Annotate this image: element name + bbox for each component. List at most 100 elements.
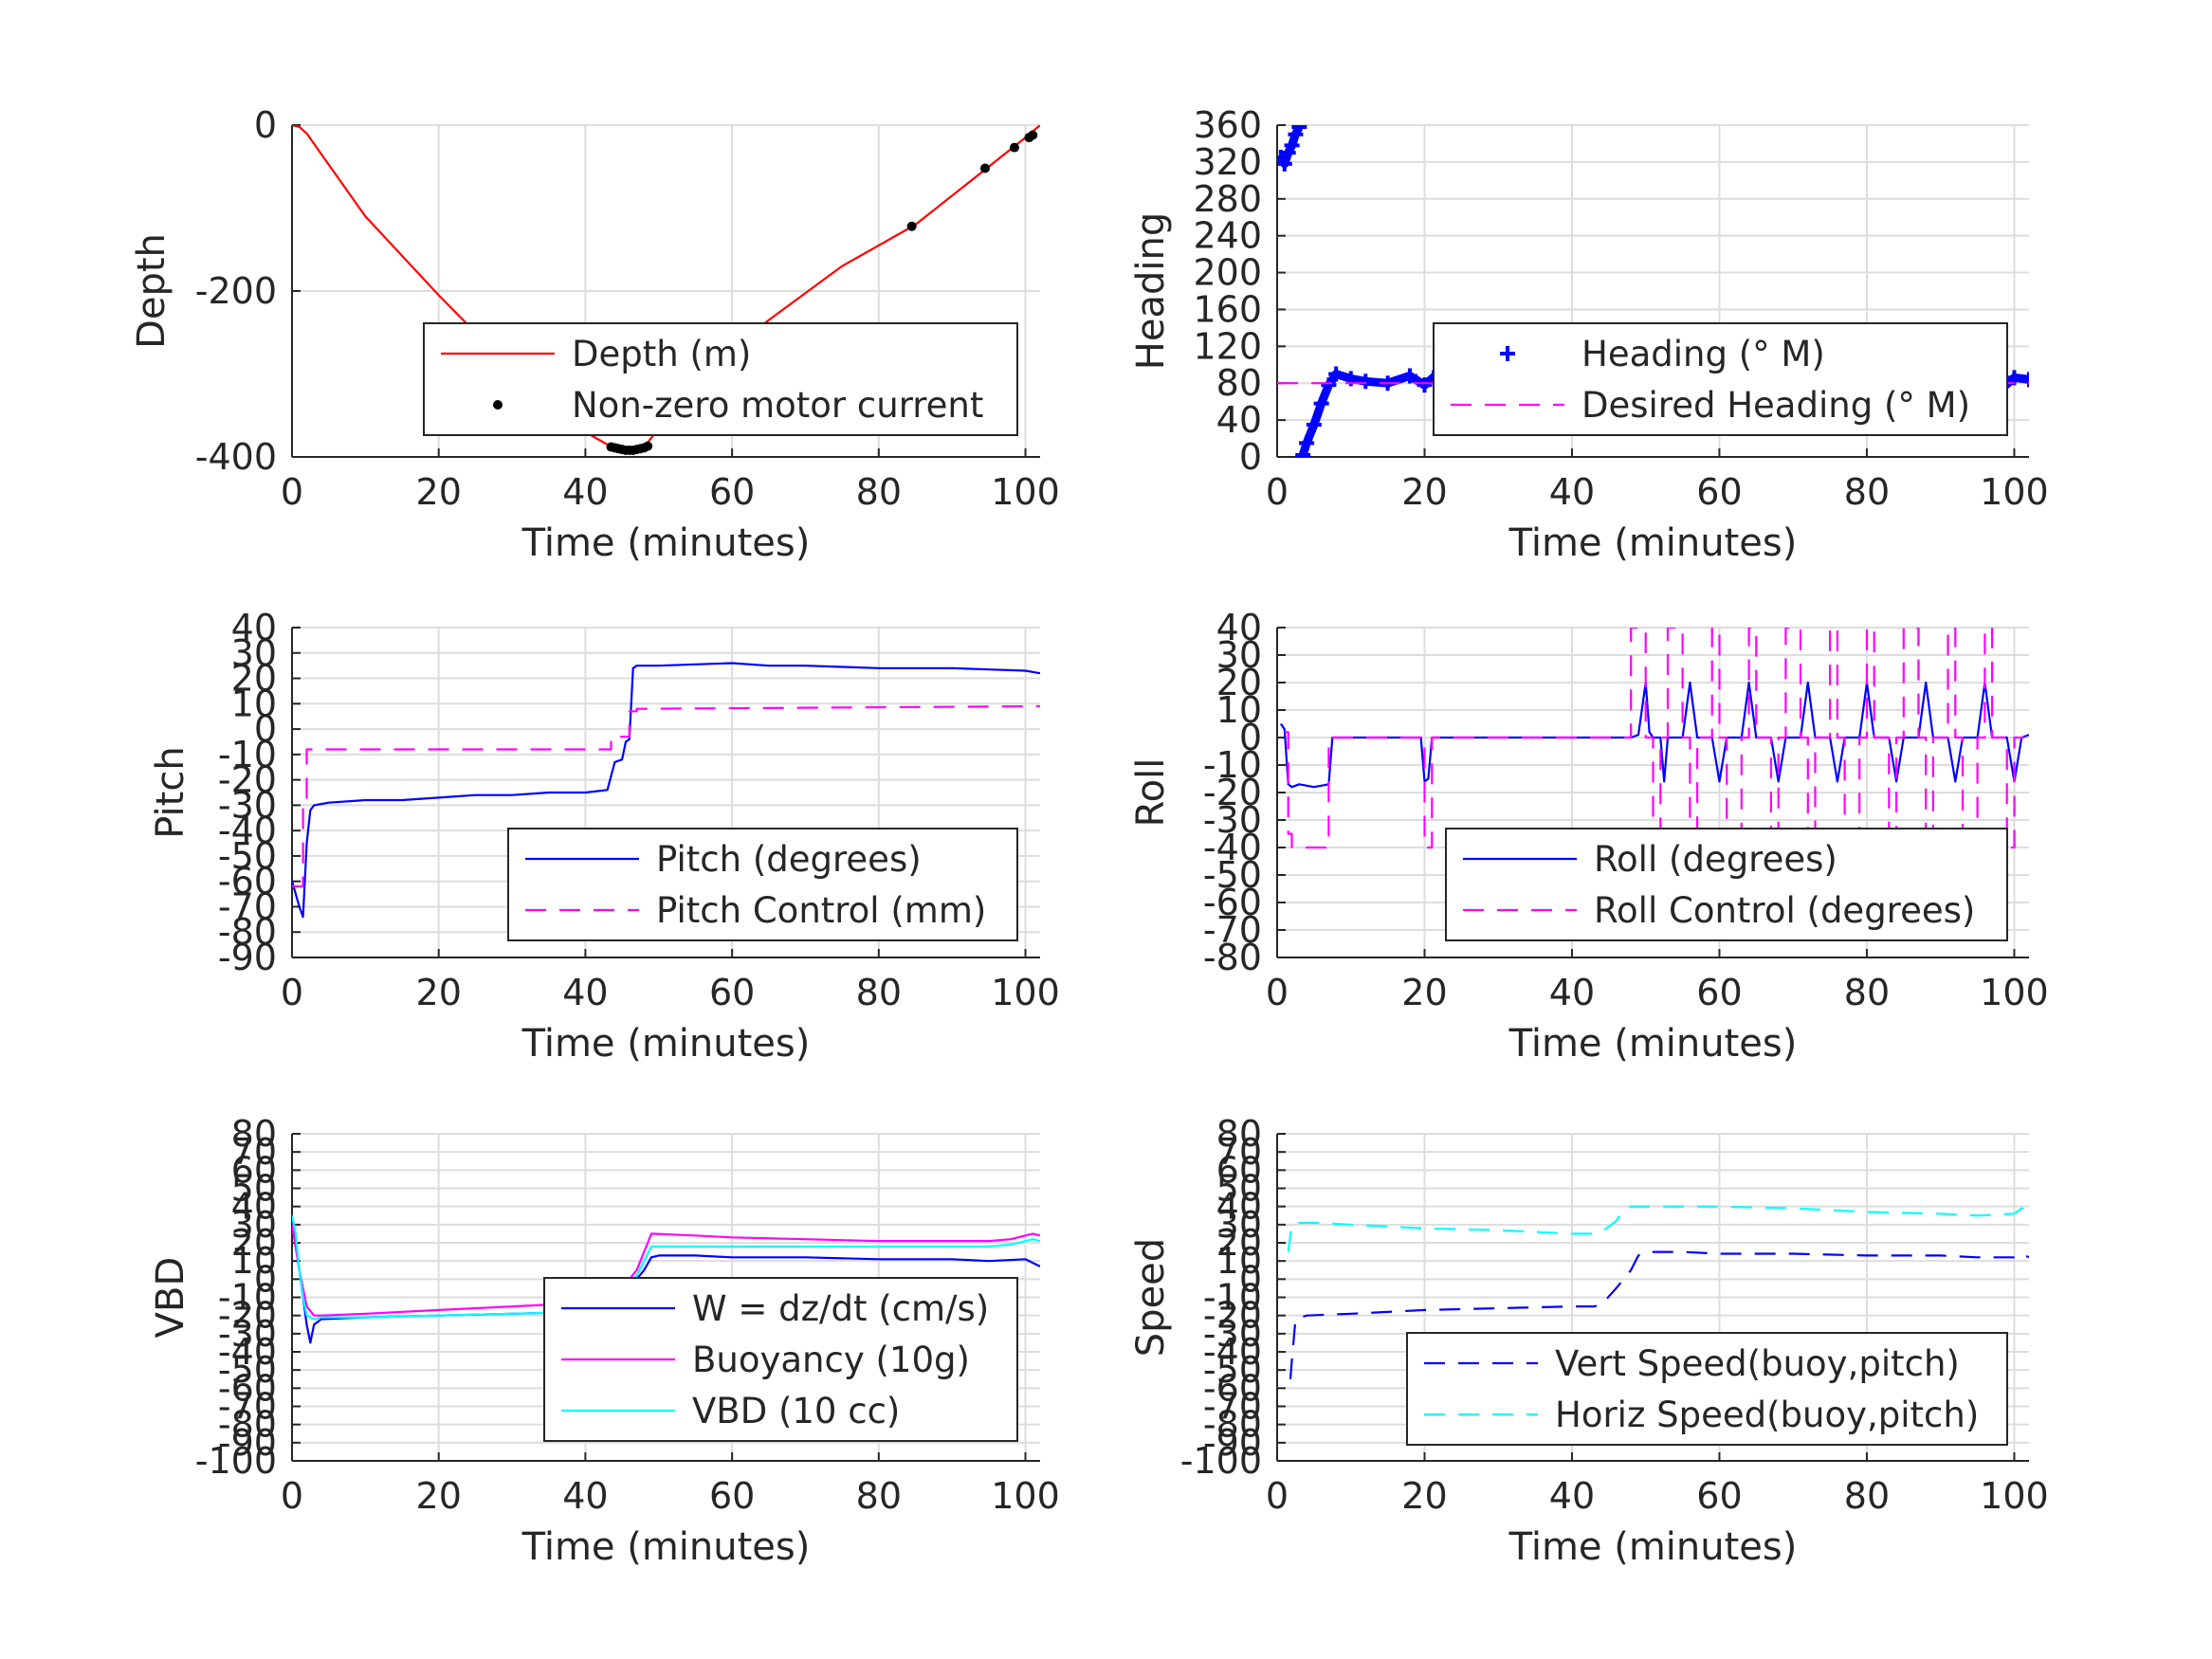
roll-ylabel: Roll: [1129, 758, 1173, 828]
speed-ytick-label: -100: [1180, 1440, 1262, 1482]
pitch-ytick-label: -70: [218, 885, 277, 927]
vbd-xtick-label: 40: [562, 1475, 608, 1517]
vbd-xtick-label: 60: [709, 1475, 755, 1517]
pitch-legend-label: Pitch Control (mm): [656, 890, 986, 931]
roll-ytick-label: -60: [1203, 882, 1262, 923]
heading-xtick-label: 20: [1401, 471, 1447, 513]
depth-data-point: [1009, 142, 1019, 153]
roll-xtick-label: 80: [1844, 972, 1890, 1013]
pitch-series-pitch-degrees: [292, 662, 1040, 919]
speed-ytick-label: -20: [1203, 1295, 1262, 1337]
speed-ytick-label: 10: [1216, 1240, 1262, 1282]
speed-plot-area: [1287, 1205, 2029, 1379]
pitch-legend-box: [507, 828, 1018, 941]
heading-data-point: [1306, 416, 1322, 432]
roll-ytick-label: 0: [1239, 717, 1262, 758]
depth-ylabel: Depth: [130, 233, 174, 349]
depth-xtick-label: 0: [281, 471, 303, 513]
depth-ytick-label: -400: [195, 436, 277, 478]
vbd-legend-label: Buoyancy (10g): [692, 1340, 970, 1380]
vbd-ytick-label: -90: [218, 1422, 277, 1464]
heading-xtick-label: 0: [1266, 471, 1289, 513]
depth-ytick-label: -200: [195, 270, 277, 312]
vbd-ytick-label: 20: [231, 1222, 277, 1264]
speed-ytick-label: -90: [1203, 1422, 1262, 1464]
heading-legend-label: Desired Heading (° M): [1581, 385, 1970, 426]
roll-ytick-label: -30: [1203, 799, 1262, 841]
speed-ytick-label: 70: [1216, 1131, 1262, 1173]
pitch-xtick-label: 60: [709, 972, 755, 1013]
vbd-ytick-label: 30: [231, 1204, 277, 1246]
heading-xlabel: Time (minutes): [1508, 521, 1798, 565]
heading-legend-box: [1433, 322, 2008, 436]
vbd-ylabel: VBD: [149, 1257, 192, 1339]
heading-ytick-label: 320: [1193, 141, 1262, 183]
roll-xtick-label: 40: [1549, 972, 1595, 1013]
heading-ytick-label: 120: [1193, 325, 1262, 367]
heading-data-point: [1321, 377, 1337, 393]
heading-ytick-label: 40: [1216, 399, 1262, 441]
depth-legend: Depth (m) Non-zero motor current: [423, 322, 1018, 436]
pitch-ytick-label: -30: [218, 784, 277, 826]
depth-xtick-label: 100: [991, 471, 1060, 513]
heading-legend-marker: [1500, 346, 1515, 361]
speed-legend: Vert Speed(buoy,pitch) Horiz Speed(buoy,p…: [1406, 1332, 2008, 1446]
depth-legend-label: Non-zero motor current: [572, 385, 983, 426]
depth-xtick-label: 60: [709, 471, 755, 513]
depth-ytick-label: 0: [254, 104, 277, 146]
depth-series-non-zero-motor-current: [606, 130, 1038, 455]
heading-ytick-label: 280: [1193, 178, 1262, 220]
speed-legend-box: [1406, 1332, 2008, 1446]
speed-xtick-label: 60: [1696, 1475, 1742, 1517]
depth-data-point: [906, 221, 917, 231]
vbd-legend: W = dz/dt (cm/s) Buoyancy (10g) VBD (10 cc…: [543, 1277, 1018, 1442]
pitch-xlabel: Time (minutes): [521, 1022, 811, 1066]
subplot-roll: 0 20 40 60 80 100-80-70-60-50-40-30-20-100102…: [1129, 607, 2049, 1066]
roll-xtick-label: 20: [1401, 972, 1447, 1013]
pitch-ylabel: Pitch: [149, 746, 192, 838]
speed-xtick-label: 100: [1980, 1475, 2049, 1517]
vbd-ytick-label: 50: [231, 1168, 277, 1210]
roll-legend-label: Roll Control (degrees): [1594, 890, 1975, 931]
vbd-ytick-label: -40: [218, 1331, 277, 1373]
roll-ytick-label: -40: [1203, 827, 1262, 868]
pitch-ytick-label: -60: [218, 861, 277, 902]
speed-ytick-label: 20: [1216, 1222, 1262, 1264]
speed-legend-label: Vert Speed(buoy,pitch): [1555, 1343, 1960, 1384]
vbd-ytick-label: 60: [231, 1149, 277, 1191]
heading-xtick-label: 80: [1844, 471, 1890, 513]
heading-data-point: [1358, 374, 1374, 390]
depth-legend-label: Depth (m): [572, 334, 751, 374]
heading-ytick-label: 0: [1239, 436, 1262, 478]
pitch-ytick-label: 0: [254, 708, 277, 750]
speed-ytick-label: -40: [1203, 1331, 1262, 1373]
depth-xtick-label: 20: [416, 471, 462, 513]
vbd-xtick-label: 20: [416, 1475, 462, 1517]
speed-ytick-label: -10: [1203, 1277, 1262, 1319]
depth-plot-area: [292, 125, 1040, 455]
heading-data-point: [1277, 155, 1292, 172]
vbd-xlabel: Time (minutes): [521, 1525, 811, 1569]
speed-xtick-label: 0: [1266, 1475, 1289, 1517]
vbd-ytick-label: -70: [218, 1386, 277, 1428]
pitch-ytick-label: -90: [218, 937, 277, 978]
pitch-xtick-label: 80: [856, 972, 902, 1013]
vbd-ytick-label: -100: [195, 1440, 277, 1482]
pitch-ytick-label: -20: [218, 759, 277, 801]
roll-plot-area: [1279, 628, 2029, 849]
speed-ytick-label: 30: [1216, 1204, 1262, 1246]
depth-data-point: [979, 163, 990, 173]
vbd-ytick-label: -20: [218, 1295, 277, 1337]
vbd-ytick-label: -10: [218, 1277, 277, 1319]
roll-legend-box: [1445, 828, 2008, 941]
subplot-vbd: 0 20 40 60 80 100-100-90-80-70-60-50-40-30-20…: [149, 1113, 1060, 1569]
vbd-series-buoyancy-10g: [292, 1224, 1040, 1317]
heading-data-point: [1401, 368, 1417, 384]
roll-ytick-label: -20: [1203, 772, 1262, 813]
heading-ytick-label: 160: [1193, 288, 1262, 330]
speed-xlabel: Time (minutes): [1508, 1525, 1798, 1569]
roll-ytick-label: 30: [1216, 634, 1262, 676]
speed-ytick-label: 50: [1216, 1168, 1262, 1210]
pitch-ytick-label: 10: [231, 683, 277, 724]
